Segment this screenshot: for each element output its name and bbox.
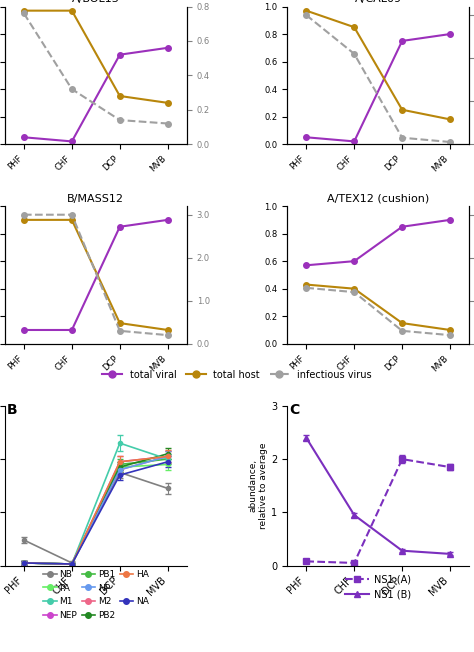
Legend: total viral, total host, infectious virus: total viral, total host, infectious viru… <box>99 366 375 383</box>
Text: C: C <box>290 403 300 417</box>
Title: A/CAL09: A/CAL09 <box>355 0 402 5</box>
Y-axis label: abundance,
relative to average: abundance, relative to average <box>249 443 268 529</box>
Title: A/BOL13: A/BOL13 <box>72 0 120 5</box>
Title: B/MASS12: B/MASS12 <box>67 194 124 204</box>
Title: A/TEX12 (cushion): A/TEX12 (cushion) <box>327 194 429 204</box>
Legend: NB, PA, M1, NEP, PB1, NP, M2, PB2, HA, , NA: NB, PA, M1, NEP, PB1, NP, M2, PB2, HA, ,… <box>43 570 149 619</box>
Text: B: B <box>7 403 18 417</box>
Legend: NS1 (A), NS1 (B): NS1 (A), NS1 (B) <box>341 570 415 603</box>
